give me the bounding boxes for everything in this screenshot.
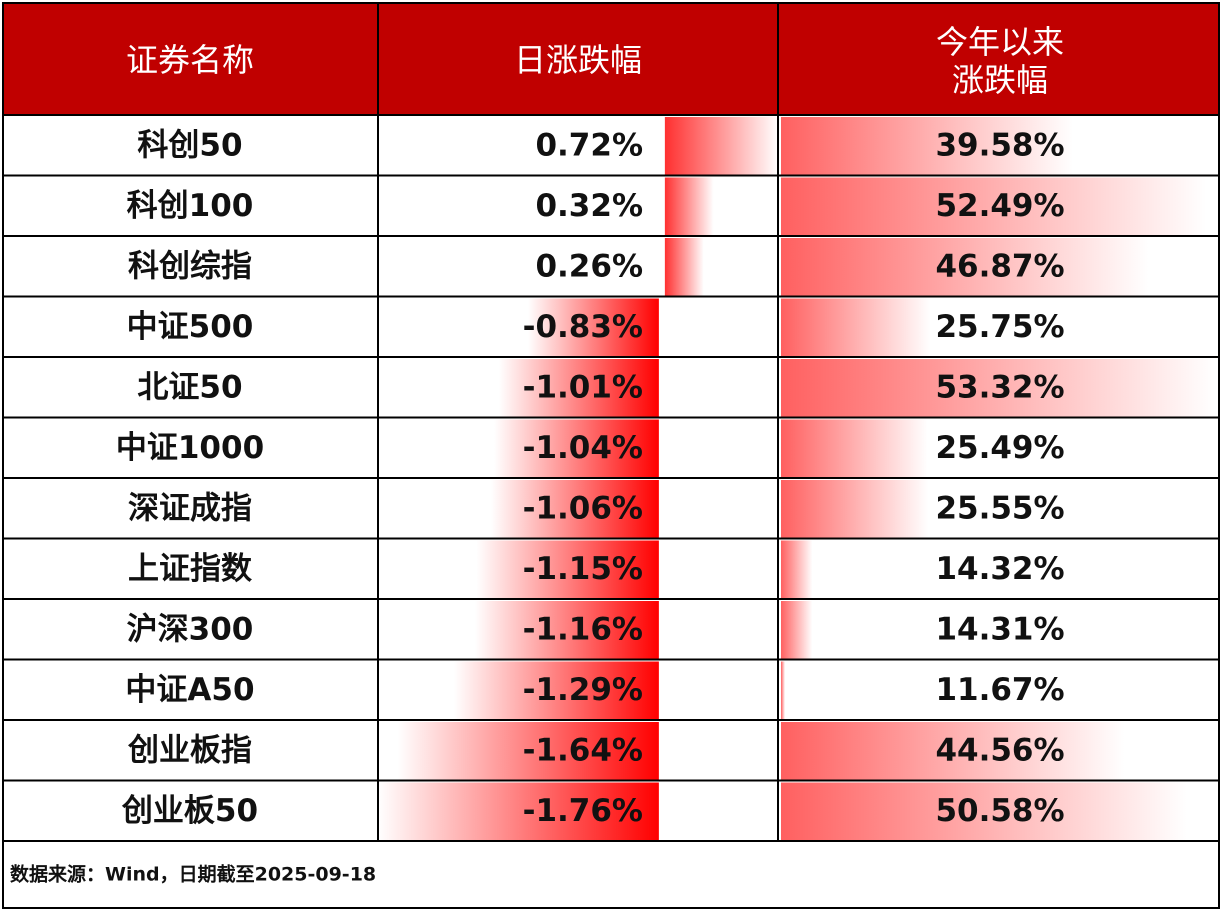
name-cell: 创业板指	[127, 732, 252, 768]
daily-cell: 0.26%	[535, 248, 643, 284]
daily-cell: -1.04%	[523, 430, 643, 466]
daily-cell: -1.29%	[523, 672, 643, 708]
header-cell: 今年以来	[936, 23, 1064, 61]
ytd-bar	[781, 722, 1125, 780]
name-cell: 科创综指	[128, 248, 252, 284]
daily-cell: 0.32%	[535, 188, 643, 224]
ytd-cell: 14.32%	[935, 551, 1064, 587]
daily-cell: -1.76%	[523, 793, 643, 829]
ytd-bar	[781, 117, 1074, 175]
name-cell: 北证50	[137, 369, 242, 405]
header-cell: 证券名称	[126, 41, 254, 79]
daily-bar	[664, 238, 704, 296]
daily-bar	[664, 117, 778, 175]
name-cell: 沪深300	[127, 611, 254, 647]
ytd-cell: 52.49%	[935, 188, 1064, 224]
ytd-cell: 46.87%	[935, 248, 1064, 284]
name-cell: 上证指数	[128, 551, 252, 587]
daily-bar	[498, 359, 659, 417]
ytd-cell: 50.58%	[935, 793, 1064, 829]
ytd-cell: 39.58%	[935, 127, 1064, 163]
ytd-bar	[781, 480, 929, 538]
header-cell: 日涨跌幅	[514, 41, 642, 79]
ytd-cell: 53.32%	[935, 369, 1064, 405]
name-cell: 深证成指	[128, 490, 252, 526]
daily-bar	[528, 298, 659, 356]
daily-bar	[490, 480, 659, 538]
ytd-cell: 25.49%	[935, 430, 1064, 466]
daily-cell: -0.83%	[523, 309, 643, 345]
daily-bar	[378, 782, 659, 840]
ytd-cell: 25.75%	[935, 309, 1064, 345]
ytd-cell: 14.31%	[935, 611, 1064, 647]
name-cell: 中证500	[127, 309, 254, 345]
daily-bar	[664, 177, 714, 235]
daily-cell: -1.06%	[523, 490, 643, 526]
ytd-bar	[781, 359, 1215, 417]
footer-note: 数据来源：Wind，日期截至2025-09-18	[10, 863, 376, 886]
daily-cell: -1.01%	[523, 369, 643, 405]
ytd-bar	[781, 298, 931, 356]
daily-cell: 0.72%	[535, 127, 643, 163]
ytd-bar	[781, 419, 928, 477]
daily-bar	[476, 540, 659, 598]
daily-bar	[494, 419, 659, 477]
ytd-bar	[781, 661, 785, 719]
daily-cell: -1.64%	[523, 732, 643, 768]
ytd-bar	[781, 540, 813, 598]
daily-bar	[453, 661, 659, 719]
name-cell: 科创50	[137, 127, 242, 163]
ytd-bar	[781, 238, 1149, 296]
ytd-cell: 11.67%	[935, 672, 1064, 708]
daily-bar	[397, 722, 659, 780]
name-cell: 中证A50	[125, 672, 254, 708]
header-bg	[3, 3, 1219, 115]
ytd-bar	[781, 782, 1187, 840]
ytd-bar	[781, 601, 813, 659]
daily-cell: -1.16%	[523, 611, 643, 647]
name-cell: 中证1000	[116, 430, 264, 466]
ytd-bar	[781, 177, 1207, 235]
header-cell: 涨跌幅	[952, 61, 1048, 99]
ytd-cell: 25.55%	[935, 490, 1064, 526]
daily-bar	[474, 601, 659, 659]
name-cell: 创业板50	[121, 793, 258, 829]
name-cell: 科创100	[127, 188, 254, 224]
ytd-cell: 44.56%	[935, 732, 1064, 768]
daily-cell: -1.15%	[523, 551, 643, 587]
